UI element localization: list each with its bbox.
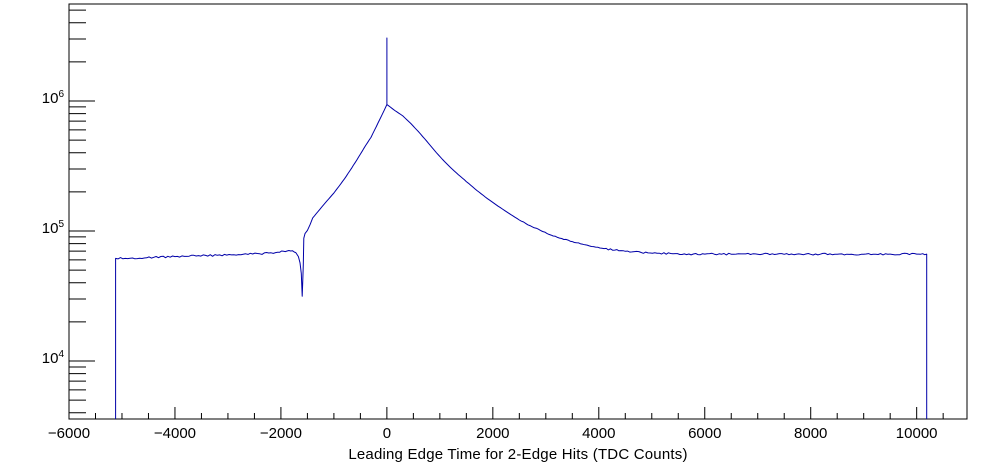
x-axis-title: Leading Edge Time for 2-Edge Hits (TDC C… — [348, 446, 688, 463]
y-tick-label: 106 — [41, 88, 64, 107]
x-tick-label: 0 — [383, 425, 391, 442]
x-tick-label: 10000 — [896, 425, 938, 442]
x-tick-label: 6000 — [688, 425, 721, 442]
y-tick-label: 105 — [41, 218, 64, 237]
x-tick-label: −6000 — [48, 425, 90, 442]
x-tick-label: 2000 — [476, 425, 509, 442]
x-tick-label: 8000 — [794, 425, 827, 442]
y-tick-label: 104 — [41, 348, 64, 367]
x-tick-label: 4000 — [582, 425, 615, 442]
histogram-series-line — [115, 37, 928, 419]
x-tick-label: −2000 — [260, 425, 302, 442]
plot-frame — [68, 3, 968, 420]
x-tick-label: −4000 — [154, 425, 196, 442]
